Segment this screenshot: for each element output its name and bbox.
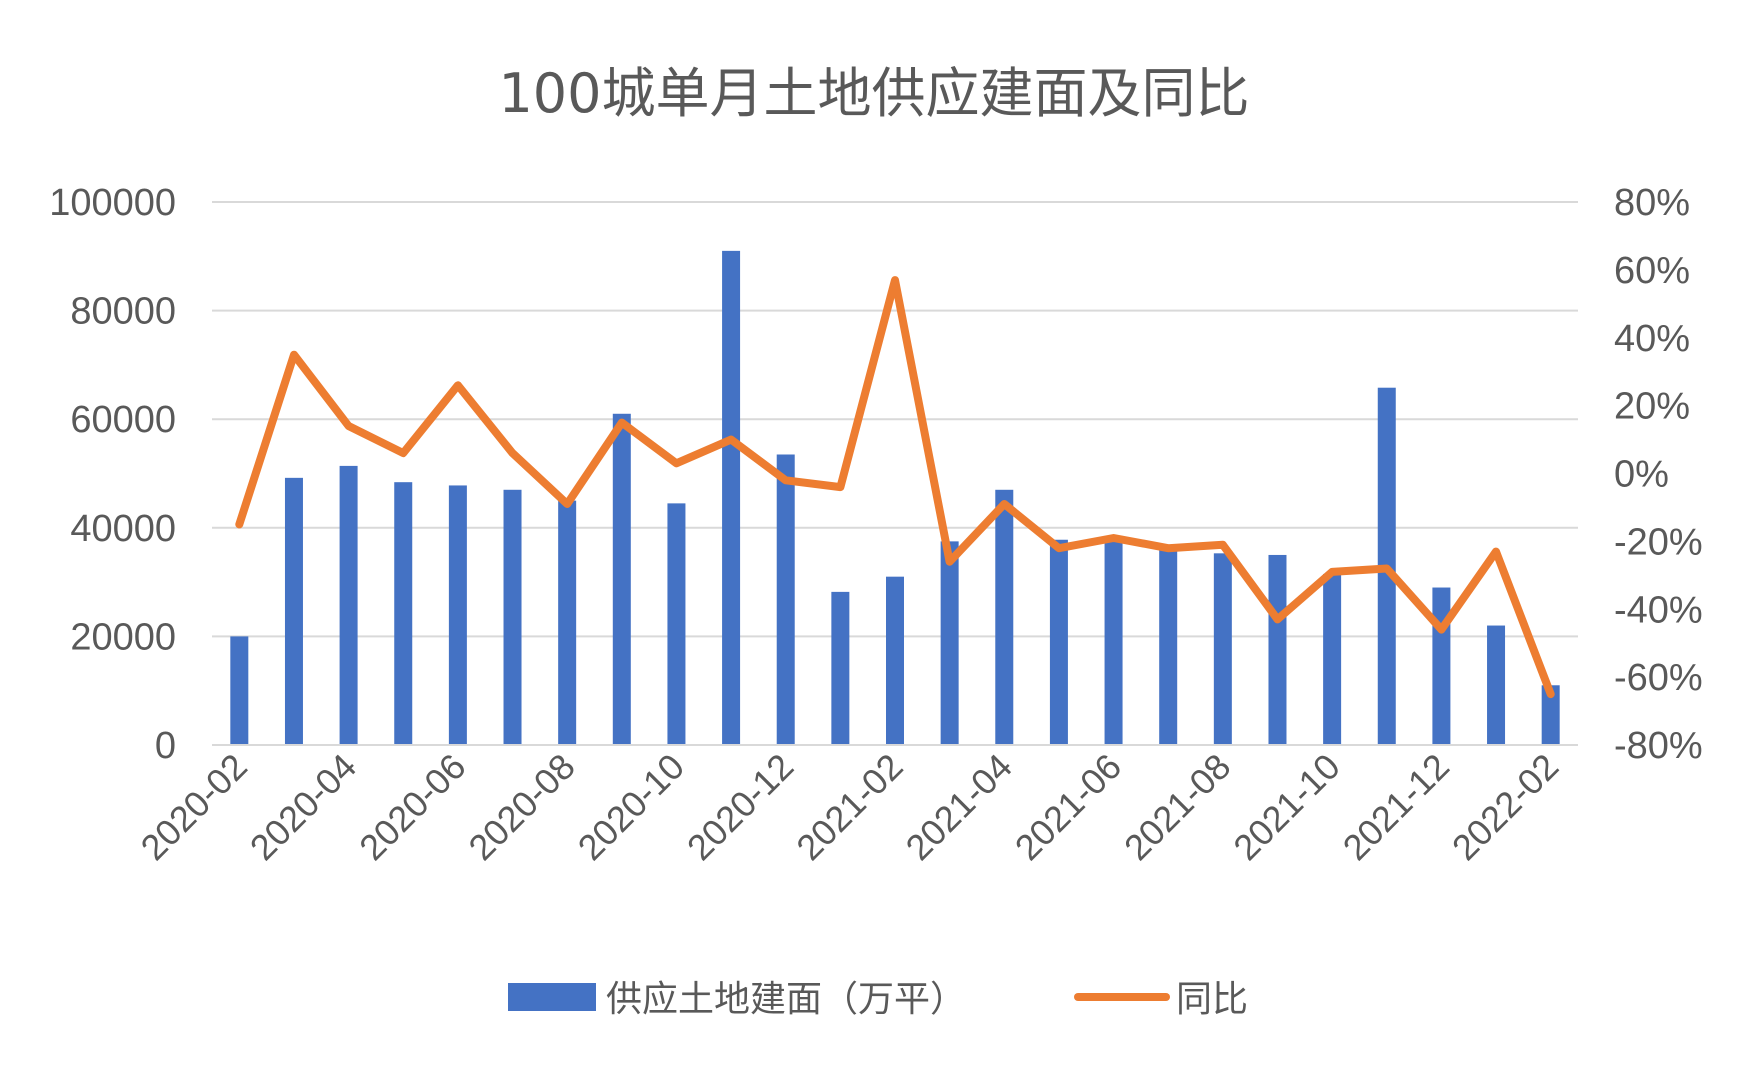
bar (1432, 587, 1451, 745)
bar (1213, 553, 1232, 745)
bar-series (230, 250, 1560, 745)
x-tick-label: 2020-08 (460, 746, 582, 868)
bar (1541, 685, 1560, 745)
x-tick-label: 2021-04 (898, 746, 1020, 868)
right-y-tick-label: 80% (1614, 182, 1690, 224)
x-axis: 2020-022020-042020-062020-082020-102020-… (133, 746, 1567, 868)
bar (558, 500, 577, 745)
bar (940, 541, 959, 745)
x-tick-label: 2020-02 (133, 746, 255, 868)
bar (503, 489, 522, 745)
left-y-tick-label: 100000 (49, 182, 176, 224)
bar (776, 454, 795, 745)
bar (1487, 625, 1506, 745)
x-tick-label: 2020-04 (242, 746, 364, 868)
right-y-tick-label: -20% (1614, 521, 1703, 563)
right-y-tick-label: -60% (1614, 657, 1703, 699)
x-tick-label: 2020-12 (679, 746, 801, 868)
left-y-tick-label: 40000 (70, 508, 176, 550)
gridlines (212, 201, 1578, 638)
bar (995, 489, 1014, 745)
left-y-tick-label: 80000 (70, 291, 176, 333)
bar (1049, 539, 1068, 745)
bar (339, 465, 358, 745)
x-tick-label: 2021-12 (1335, 746, 1457, 868)
bar (722, 250, 741, 745)
left-y-tick-label: 20000 (70, 616, 176, 658)
bar (284, 477, 303, 745)
x-tick-label: 2020-06 (351, 746, 473, 868)
x-tick-label: 2021-08 (1116, 746, 1238, 868)
bar (1104, 535, 1123, 745)
bar (1323, 573, 1342, 745)
x-tick-label: 2020-10 (570, 746, 692, 868)
line-series (235, 276, 1555, 699)
bar (667, 503, 686, 745)
right-y-tick-label: 60% (1614, 250, 1690, 292)
left-y-tick-label: 60000 (70, 399, 176, 441)
x-tick-label: 2021-06 (1007, 746, 1129, 868)
left-y-axis: 0 20000 40000 60000 80000 100000 (49, 182, 176, 767)
right-y-tick-label: -80% (1614, 725, 1703, 767)
left-y-tick-label: 0 (155, 725, 176, 767)
right-y-tick-label: -40% (1614, 589, 1703, 631)
legend-bar-swatch (508, 983, 596, 1011)
bar (394, 482, 413, 745)
bar (831, 591, 850, 745)
legend: 供应土地建面（万平） 同比 (508, 979, 1248, 1020)
right-y-tick-label: 20% (1614, 386, 1690, 428)
chart-title: 100城单月土地供应建面及同比 (498, 62, 1249, 125)
bar (1268, 554, 1287, 745)
x-tick-label: 2022-02 (1444, 746, 1566, 868)
bar (448, 485, 467, 745)
legend-bar-label: 供应土地建面（万平） (606, 979, 966, 1020)
bar (1159, 546, 1178, 745)
right-y-tick-label: 0% (1614, 454, 1669, 496)
bar (612, 413, 631, 745)
x-tick-label: 2021-02 (788, 746, 910, 868)
x-tick-label: 2021-10 (1225, 746, 1347, 868)
bar (230, 636, 249, 745)
legend-line-label: 同比 (1176, 979, 1248, 1020)
right-y-axis: -80% -60% -40% -20% 0% 20% 40% 60% 80% (1614, 182, 1703, 767)
right-y-tick-label: 40% (1614, 318, 1690, 360)
bar (886, 576, 904, 745)
